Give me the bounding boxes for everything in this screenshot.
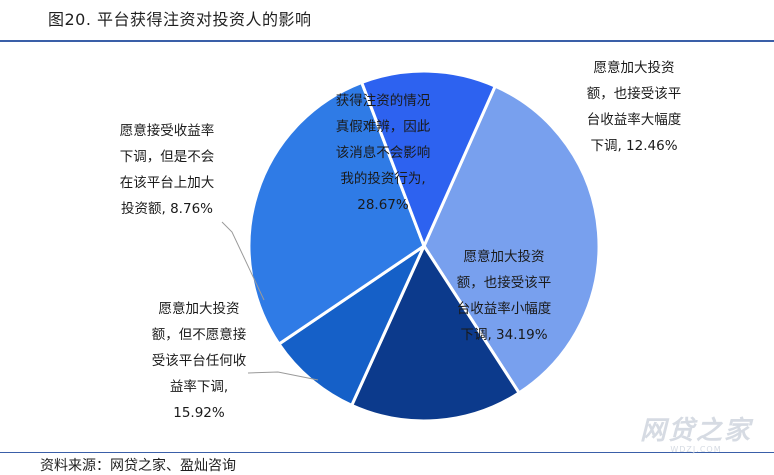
slice-label-line: 额，但不愿意接 xyxy=(151,327,247,343)
chart-title: 图20. 平台获得注资对投资人的影响 xyxy=(48,10,312,29)
slice-label-line: 下调, 12.46% xyxy=(590,138,678,154)
slice-label-line: 益率下调, xyxy=(169,379,229,395)
slice-label-line: 台收益率小幅度 xyxy=(456,301,552,317)
slice-label-line: 28.67% xyxy=(357,197,409,213)
slice-label-line: 愿意加大投资 xyxy=(158,301,240,317)
source-note: 资料来源：网贷之家、盈灿咨询 xyxy=(40,458,236,474)
slice-label-line: 15.92% xyxy=(173,405,225,421)
watermark-sub: WDZJ.COM xyxy=(670,445,722,454)
bottom-divider xyxy=(0,452,774,453)
slice-label-3: 愿意接受收益率 下调，但是不会 在该平台上加大 投资额, 8.76% xyxy=(92,118,242,222)
pie-slice-5 xyxy=(360,69,497,248)
leader-line-2 xyxy=(247,371,319,381)
slice-label-line: 台收益率大幅度 xyxy=(586,112,682,128)
slice-label-5: 愿意加大投资 额，也接受该平 台收益率大幅度 下调, 12.46% xyxy=(570,55,698,159)
slice-label-line: 投资额, 8.76% xyxy=(121,201,213,217)
slice-label-line: 愿意加大投资 xyxy=(593,60,675,76)
pie-slice-3 xyxy=(277,244,426,407)
slice-label-line: 获得注资的情况 xyxy=(335,93,431,109)
pie-slice-4 xyxy=(247,80,426,346)
slice-label-line: 额，也接受该平 xyxy=(456,275,552,291)
slice-label-line: 受该平台任何收 xyxy=(151,353,247,369)
pie-slice-2 xyxy=(350,244,521,423)
slice-label-line: 愿意加大投资 xyxy=(463,249,545,265)
slice-label-line: 在该平台上加大 xyxy=(119,175,215,191)
slice-label-line: 我的投资行为, xyxy=(340,171,426,187)
slice-label-line: 下调, 34.19% xyxy=(460,327,548,343)
pie-slice-1 xyxy=(422,84,601,395)
slice-label-line: 该消息不会影响 xyxy=(335,145,431,161)
slice-label-4: 获得注资的情况 真假难辨，因此 该消息不会影响 我的投资行为, 28.67% xyxy=(308,88,458,218)
slice-label-line: 愿意接受收益率 xyxy=(119,123,215,139)
slice-label-line: 额，也接受该平 xyxy=(586,86,682,102)
slice-label-line: 下调，但是不会 xyxy=(119,149,215,165)
watermark-main: 网贷之家 xyxy=(639,416,752,446)
site-watermark: 网贷之家 WDZJ.COM xyxy=(640,410,752,454)
slice-label-line: 真假难辨，因此 xyxy=(335,119,431,135)
slice-label-2: 愿意加大投资 额，但不愿意接 受该平台任何收 益率下调, 15.92% xyxy=(124,296,274,426)
slice-label-1: 愿意加大投资 额，也接受该平 台收益率小幅度 下调, 34.19% xyxy=(440,244,568,348)
top-divider xyxy=(0,40,774,42)
leader-line-3 xyxy=(221,221,265,301)
